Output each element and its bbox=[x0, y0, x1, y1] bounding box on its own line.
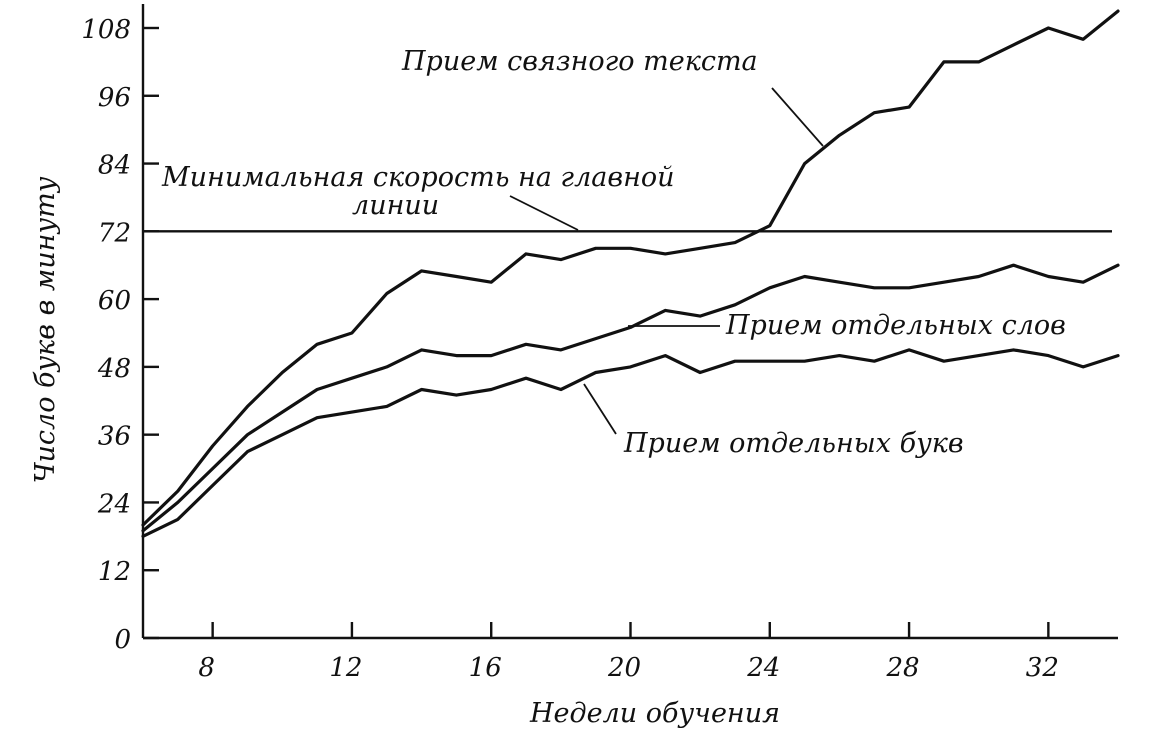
x-axis: 8 12 16 20 24 28 32 bbox=[143, 622, 1118, 683]
y-tick-label: 60 bbox=[98, 286, 131, 316]
y-axis: 0 12 24 36 48 60 72 84 96 108 bbox=[81, 4, 159, 655]
y-tick-label: 108 bbox=[81, 15, 131, 45]
series-label-words: Прием отдельных слов bbox=[725, 310, 1066, 341]
y-tick-label: 0 bbox=[114, 625, 131, 655]
y-tick-label: 48 bbox=[97, 354, 131, 384]
y-tick-label: 84 bbox=[98, 151, 131, 181]
x-tick-label: 20 bbox=[607, 653, 641, 683]
y-tick-label: 72 bbox=[98, 218, 131, 248]
series-label-text-leader bbox=[771, 87, 824, 147]
x-tick-label: 32 bbox=[1026, 653, 1059, 683]
series-line-1 bbox=[141, 9, 1120, 527]
reference-line-label-1: Минимальная скорость на главной bbox=[161, 162, 675, 193]
series-group bbox=[141, 9, 1120, 538]
y-axis-title: Число букв в минуту bbox=[30, 176, 61, 483]
y-tick-label: 12 bbox=[98, 557, 131, 587]
x-tick-label: 8 bbox=[198, 653, 215, 683]
series-line-3 bbox=[141, 348, 1120, 538]
series-label-letters-leader bbox=[583, 383, 617, 435]
x-tick-label: 12 bbox=[329, 653, 362, 683]
x-tick-label: 24 bbox=[746, 653, 780, 683]
y-tick-label: 24 bbox=[97, 489, 131, 519]
reference-line-label-2: линии bbox=[352, 190, 439, 221]
y-tick-label: 36 bbox=[98, 422, 131, 452]
x-tick-label: 16 bbox=[469, 653, 502, 683]
series-line-2 bbox=[141, 263, 1120, 533]
y-tick-label: 96 bbox=[98, 83, 131, 113]
x-tick-label: 28 bbox=[886, 653, 920, 683]
x-axis-title: Недели обучения bbox=[529, 698, 780, 729]
reference-label-leader bbox=[509, 195, 579, 231]
series-label-text: Прием связного текста bbox=[401, 46, 758, 77]
series-label-letters: Прием отдельных букв bbox=[623, 428, 964, 459]
